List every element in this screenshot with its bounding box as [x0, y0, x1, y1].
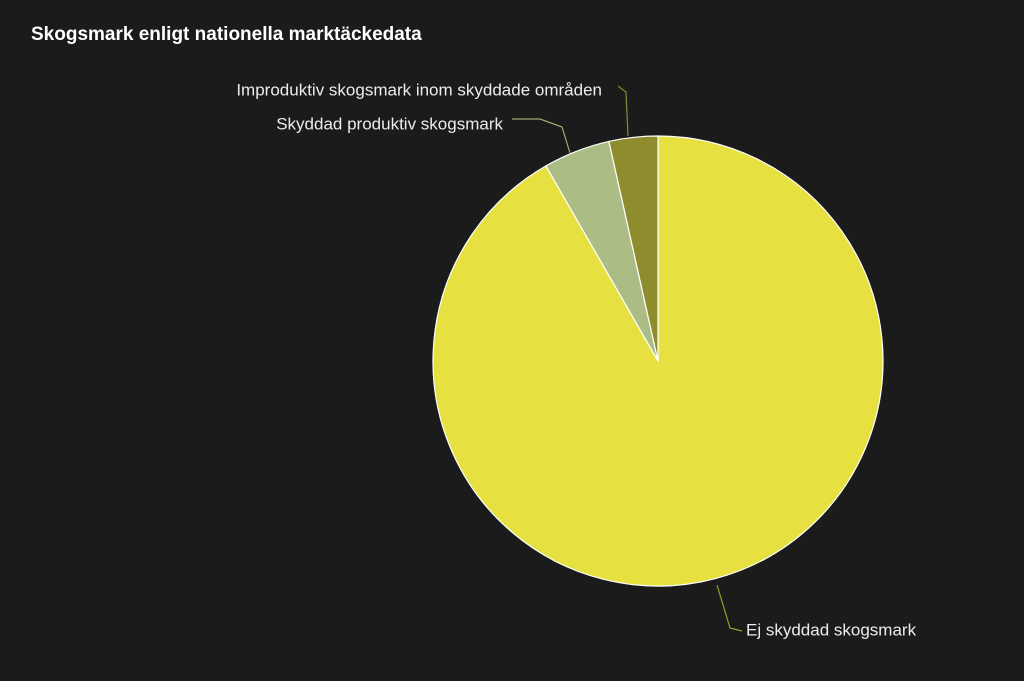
- pie-slices: [432, 135, 884, 587]
- slice-label: Ej skyddad skogsmark: [746, 620, 917, 639]
- chart-title: Skogsmark enligt nationella marktäckedat…: [31, 24, 422, 45]
- slice-label: Skyddad produktiv skogsmark: [276, 114, 503, 133]
- leader-lines: [512, 85, 743, 632]
- slice-label: Improduktiv skogsmark inom skyddade områ…: [236, 80, 602, 99]
- slice-labels: Ej skyddad skogsmark Skyddad produktiv sk…: [236, 80, 916, 639]
- leader-line: [512, 118, 571, 154]
- leader-line: [617, 85, 629, 137]
- leader-line: [716, 584, 743, 632]
- pie-slice[interactable]: [608, 135, 659, 362]
